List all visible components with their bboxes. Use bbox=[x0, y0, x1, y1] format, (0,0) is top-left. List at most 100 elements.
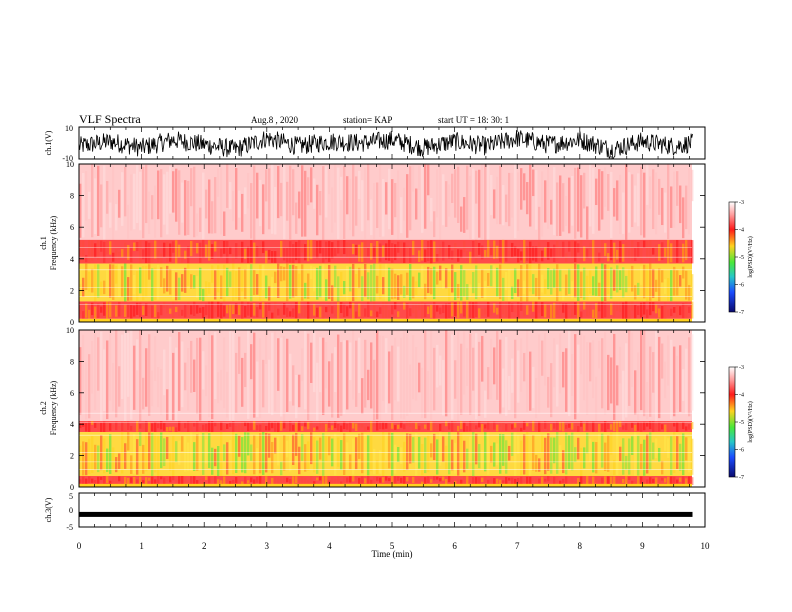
spectrogram-streak bbox=[115, 204, 118, 231]
spectrogram-streak bbox=[220, 432, 223, 476]
spectrogram-streak bbox=[610, 476, 613, 485]
spectrogram-streak bbox=[628, 330, 631, 406]
spectrogram-streak bbox=[541, 340, 544, 376]
ytick-label: 8 bbox=[70, 192, 74, 201]
spectrogram-streak bbox=[670, 269, 673, 302]
spectrogram-streak bbox=[109, 302, 112, 318]
spectrogram-streak bbox=[193, 275, 196, 289]
spectrogram-streak bbox=[682, 369, 685, 401]
spectrogram-streak bbox=[460, 206, 463, 232]
spectrogram-streak bbox=[382, 302, 385, 319]
spectrogram-streak bbox=[556, 476, 559, 485]
spectrogram-streak bbox=[346, 306, 349, 317]
spectrogram-streak bbox=[652, 247, 655, 255]
spectrogram-streak bbox=[154, 240, 157, 259]
spectrogram-streak bbox=[559, 175, 562, 236]
spectrogram-streak bbox=[91, 421, 94, 425]
spectrogram-streak bbox=[124, 331, 127, 421]
spectrogram-streak bbox=[475, 477, 478, 485]
spectrogram-streak bbox=[631, 422, 634, 428]
ch2-colorbar-ticks: -3-4-5-6-7 bbox=[735, 365, 744, 481]
spectrogram-streak bbox=[196, 421, 199, 432]
spectrogram-streak bbox=[427, 371, 430, 412]
spectrogram-streak bbox=[343, 303, 346, 318]
spectrogram-streak bbox=[214, 476, 217, 484]
spectrogram-streak bbox=[325, 306, 328, 313]
spectrogram-streak bbox=[259, 338, 262, 419]
spectrogram-streak bbox=[334, 478, 337, 484]
spectrogram-streak bbox=[184, 180, 187, 236]
spectrogram-streak bbox=[172, 301, 175, 319]
spectrogram-streak bbox=[397, 476, 400, 481]
spectrogram-streak bbox=[184, 436, 187, 472]
spectrogram-streak bbox=[343, 476, 346, 485]
spectrogram-streak bbox=[415, 422, 418, 429]
spectrogram-streak bbox=[202, 172, 205, 240]
spectrogram-streak bbox=[184, 267, 187, 293]
spectrogram-streak bbox=[397, 241, 400, 253]
spectrogram-streak bbox=[118, 426, 121, 430]
spectrogram-streak bbox=[109, 480, 112, 486]
spectrogram-streak bbox=[646, 241, 649, 259]
spectrogram-streak bbox=[625, 455, 628, 470]
spectrogram-streak bbox=[463, 476, 466, 486]
spectrogram-streak bbox=[535, 170, 538, 230]
ytick-label: 4 bbox=[70, 420, 74, 429]
spectrogram-streak bbox=[313, 436, 316, 473]
spectrogram-streak bbox=[244, 432, 247, 474]
spectrogram-streak bbox=[463, 241, 466, 253]
spectrogram-streak bbox=[631, 265, 634, 292]
spectrogram-band bbox=[79, 476, 692, 486]
spectrogram-streak bbox=[160, 169, 163, 238]
colorbar-tick-label: -5 bbox=[739, 420, 744, 426]
spectrogram-streak bbox=[304, 306, 307, 318]
spectrogram-streak bbox=[625, 301, 628, 319]
spectrogram-streak bbox=[664, 435, 667, 451]
spectrogram-streak bbox=[109, 423, 112, 431]
spectrogram-streak bbox=[688, 246, 691, 258]
spectrogram-streak bbox=[619, 446, 622, 462]
spectrogram-streak bbox=[82, 476, 85, 486]
spectrogram-streak bbox=[118, 366, 121, 407]
spectrogram-streak bbox=[193, 166, 196, 238]
spectrogram-streak bbox=[283, 165, 286, 240]
spectrogram-streak bbox=[94, 333, 97, 411]
spectrogram-streak bbox=[508, 423, 511, 432]
spectrogram-streak bbox=[157, 435, 160, 476]
spectrogram-streak bbox=[274, 437, 277, 454]
spectrogram-streak bbox=[457, 283, 460, 299]
spectrogram-streak bbox=[304, 330, 307, 410]
ytick-label: 8 bbox=[70, 357, 74, 366]
spectrogram-streak bbox=[595, 178, 598, 206]
spectrogram-streak bbox=[193, 240, 196, 253]
spectrogram-streak bbox=[499, 339, 502, 415]
spectrogram-streak bbox=[130, 455, 133, 474]
spectrogram-streak bbox=[256, 476, 259, 483]
spectrogram-streak bbox=[199, 242, 202, 263]
spectrogram-streak bbox=[202, 351, 205, 390]
spectrogram-streak bbox=[301, 426, 304, 431]
spectrogram-streak bbox=[685, 348, 688, 414]
spectrogram-streak bbox=[184, 250, 187, 259]
spectrogram-streak bbox=[355, 274, 358, 300]
spectrogram-streak bbox=[265, 169, 268, 202]
spectrogram-streak bbox=[289, 478, 292, 485]
spectrogram-streak bbox=[688, 476, 691, 484]
spectrogram-streak bbox=[598, 423, 601, 432]
spectrogram-streak bbox=[334, 247, 337, 257]
spectrogram-streak bbox=[145, 434, 148, 472]
ch1-ytick-bottom: -10 bbox=[62, 154, 73, 163]
spectrogram-streak bbox=[226, 305, 229, 314]
spectrogram-streak bbox=[313, 427, 316, 432]
spectrogram-streak bbox=[685, 478, 688, 484]
spectrogram-streak bbox=[574, 481, 577, 486]
spectrogram-streak bbox=[676, 355, 679, 410]
xtick-label: 3 bbox=[265, 541, 270, 551]
spectrogram-streak bbox=[556, 264, 559, 302]
spectrogram-streak bbox=[517, 477, 520, 483]
spectrogram-streak bbox=[310, 301, 313, 319]
spectrogram-streak bbox=[364, 167, 367, 239]
spectrogram-streak bbox=[508, 301, 511, 319]
spectrogram-streak bbox=[439, 423, 442, 431]
spectrogram-streak bbox=[418, 425, 421, 431]
